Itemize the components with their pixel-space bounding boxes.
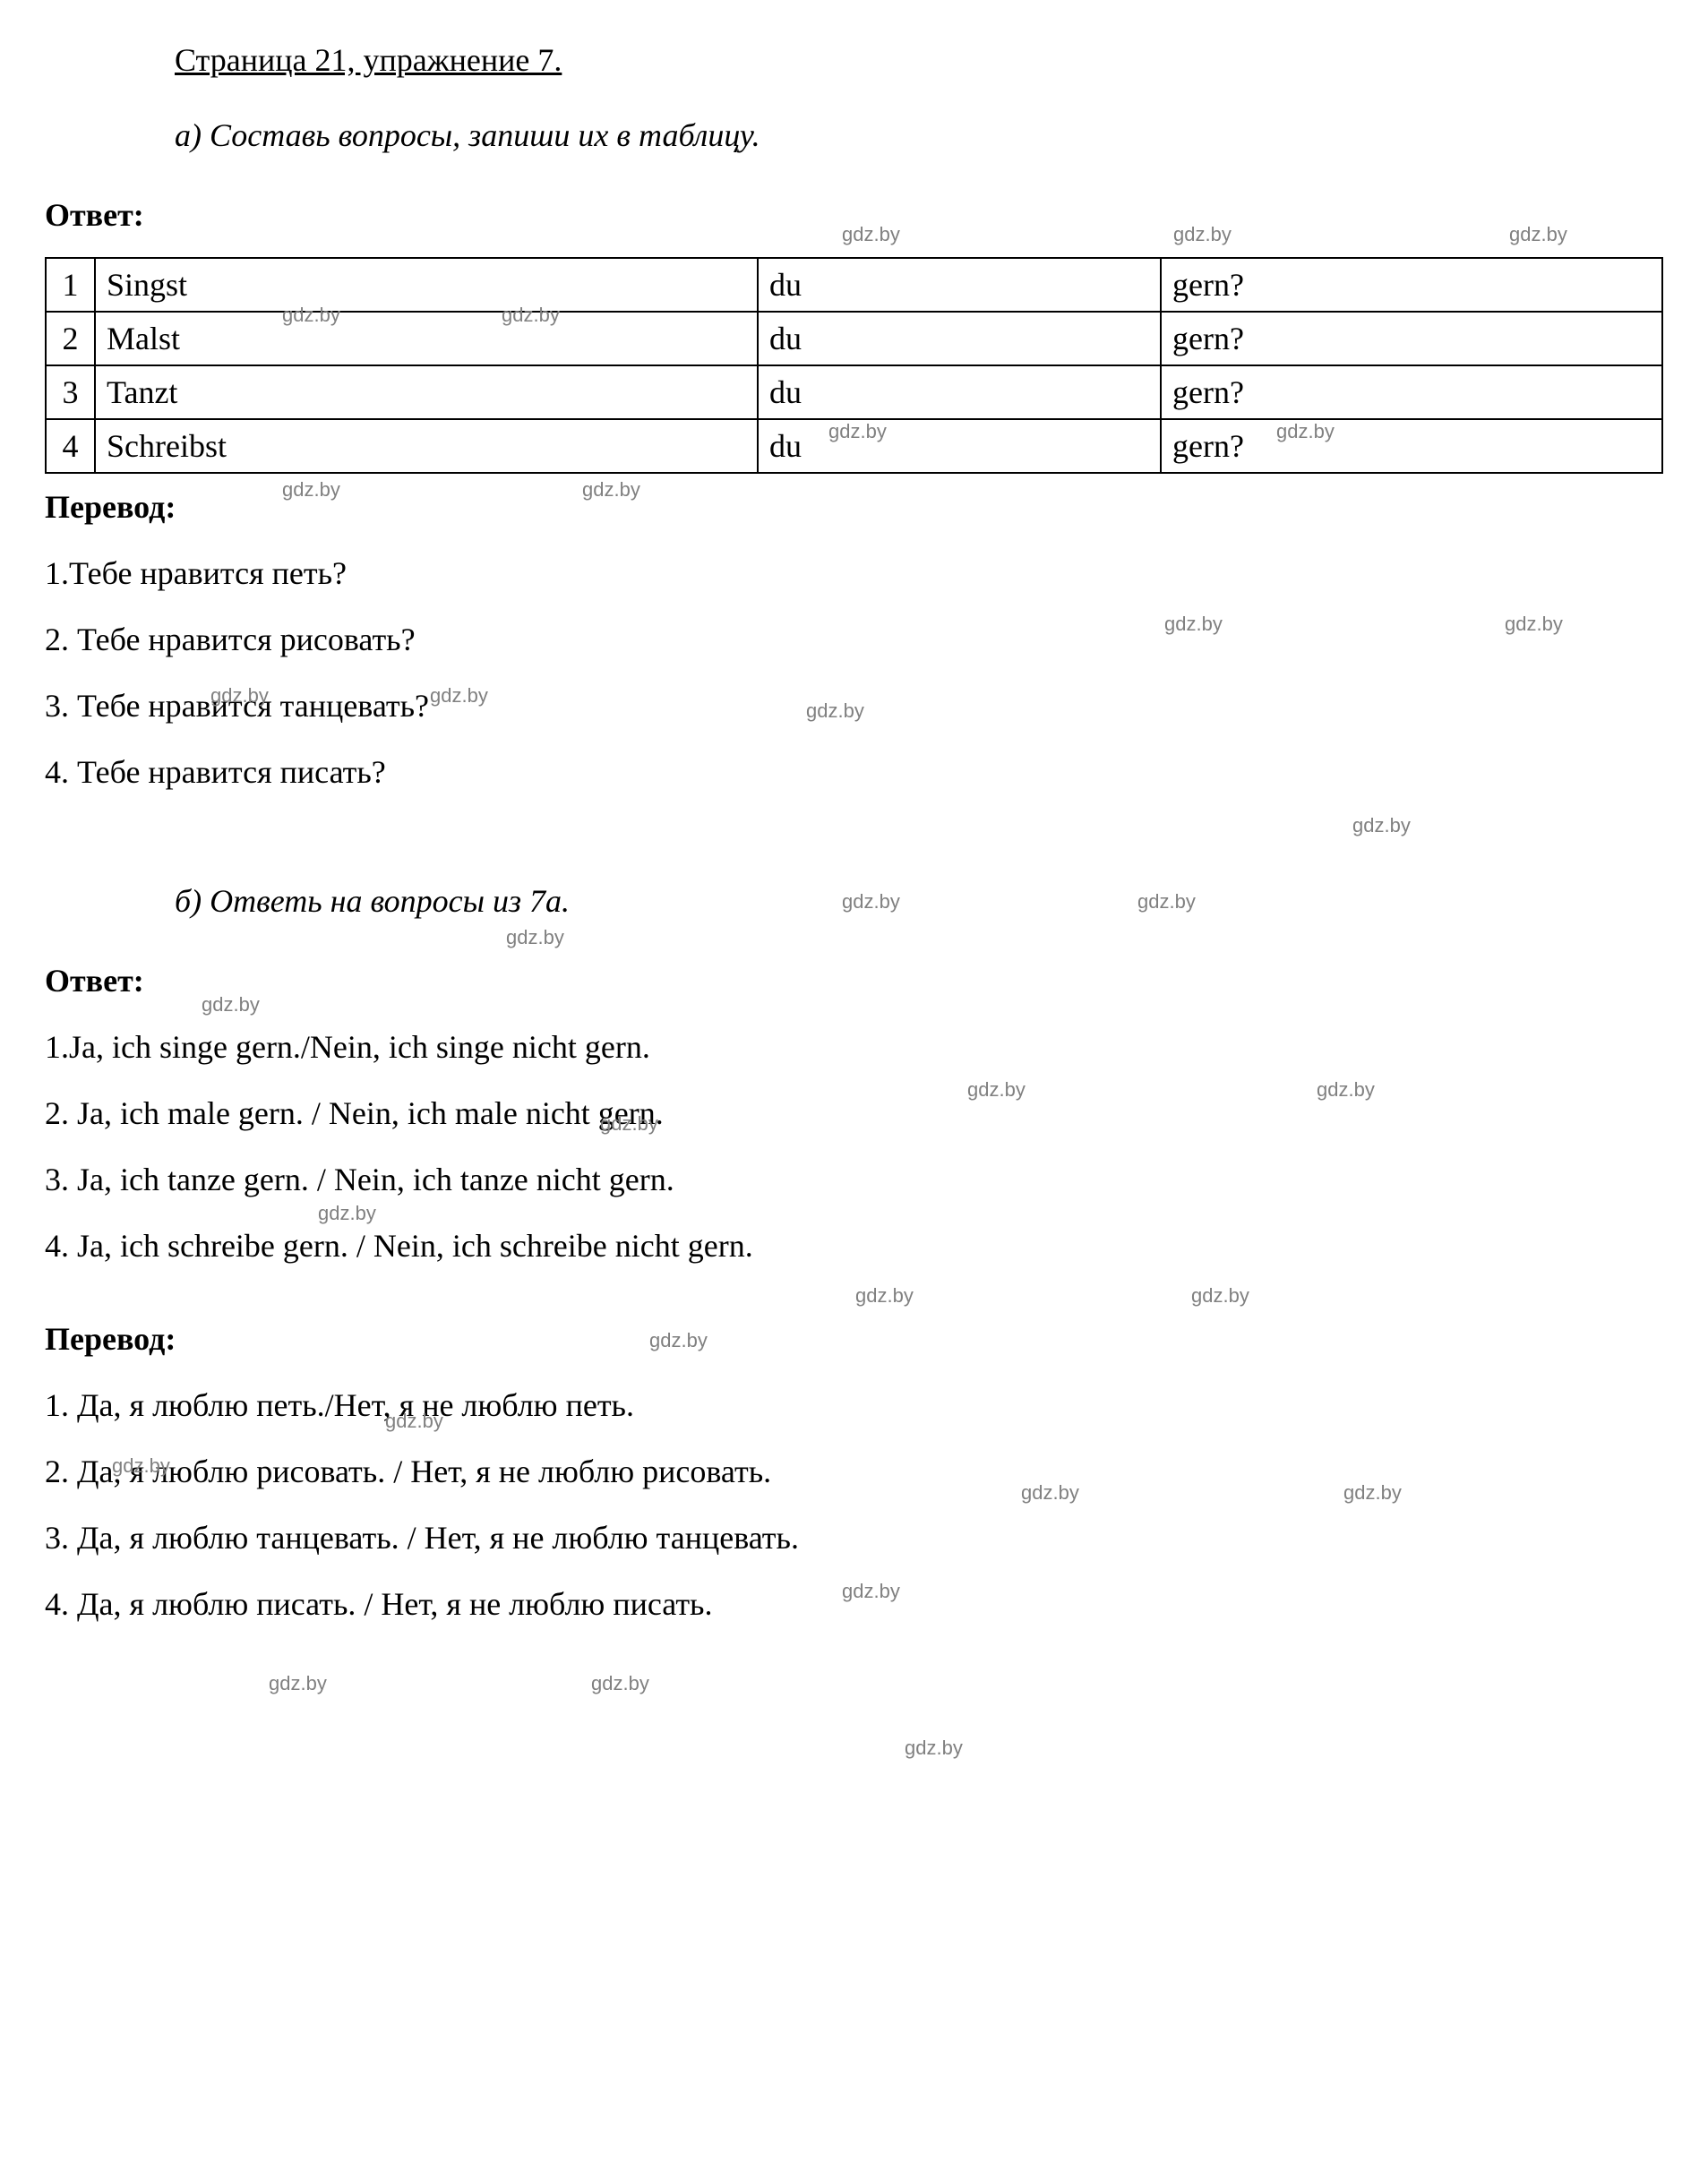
answer-label-b: Ответ: — [45, 956, 1663, 1005]
verb-cell: Singst — [95, 258, 758, 312]
row-number: 3 — [46, 365, 95, 419]
exercise-table: 1 Singst du gern? 2 Malst du gern? 3 Tan… — [45, 257, 1663, 474]
answer-item: 1.Ja, ich singe gern./Nein, ich singe ni… — [45, 1023, 1663, 1071]
table-row: 3 Tanzt du gern? — [46, 365, 1662, 419]
verb-cell: Schreibst — [95, 419, 758, 473]
translation-item: 1. Да, я люблю петь./Нет, я не люблю пет… — [45, 1381, 1663, 1429]
adverb-cell: gern? — [1161, 258, 1662, 312]
adverb-cell: gern? — [1161, 365, 1662, 419]
watermark-text: gdz.by — [269, 1668, 327, 1698]
translation-item: 1.Тебе нравится петь? — [45, 549, 1663, 597]
row-number: 2 — [46, 312, 95, 365]
adverb-cell: gern? — [1161, 312, 1662, 365]
translation-item: 4. Да, я люблю писать. / Нет, я не люблю… — [45, 1580, 1663, 1628]
part-b-instruction: б) Ответь на вопросы из 7а. — [175, 877, 1663, 925]
adverb-cell: gern? — [1161, 419, 1662, 473]
table-row: 4 Schreibst du gern? — [46, 419, 1662, 473]
answer-item: 4. Ja, ich schreibe gern. / Nein, ich sc… — [45, 1222, 1663, 1270]
row-number: 4 — [46, 419, 95, 473]
page-title: Страница 21, упражнение 7. — [175, 36, 1663, 84]
pronoun-cell: du — [758, 258, 1161, 312]
answer-item: 2. Ja, ich male gern. / Nein, ich male n… — [45, 1089, 1663, 1137]
verb-cell: Tanzt — [95, 365, 758, 419]
answer-label-a: Ответ: — [45, 191, 1663, 239]
translation-label-a: Перевод: — [45, 483, 1663, 531]
pronoun-cell: du — [758, 365, 1161, 419]
watermark-text: gdz.by — [591, 1668, 649, 1698]
table-row: 2 Malst du gern? — [46, 312, 1662, 365]
part-a-instruction: а) Составь вопросы, запиши их в таблицу. — [175, 111, 1663, 159]
translation-item: 2. Да, я люблю рисовать. / Нет, я не люб… — [45, 1447, 1663, 1496]
pronoun-cell: du — [758, 312, 1161, 365]
answer-item: 3. Ja, ich tanze gern. / Nein, ich tanze… — [45, 1155, 1663, 1204]
pronoun-cell: du — [758, 419, 1161, 473]
row-number: 1 — [46, 258, 95, 312]
translation-item: 3. Тебе нравится танцевать? — [45, 682, 1663, 730]
translation-item: 3. Да, я люблю танцевать. / Нет, я не лю… — [45, 1514, 1663, 1562]
verb-cell: Malst — [95, 312, 758, 365]
watermark-text: gdz.by — [905, 1733, 963, 1763]
table-row: 1 Singst du gern? — [46, 258, 1662, 312]
translation-item: 4. Тебе нравится писать? — [45, 748, 1663, 796]
watermark-text: gdz.by — [506, 922, 564, 952]
translation-item: 2. Тебе нравится рисовать? — [45, 615, 1663, 664]
translation-label-b: Перевод: — [45, 1315, 1663, 1363]
